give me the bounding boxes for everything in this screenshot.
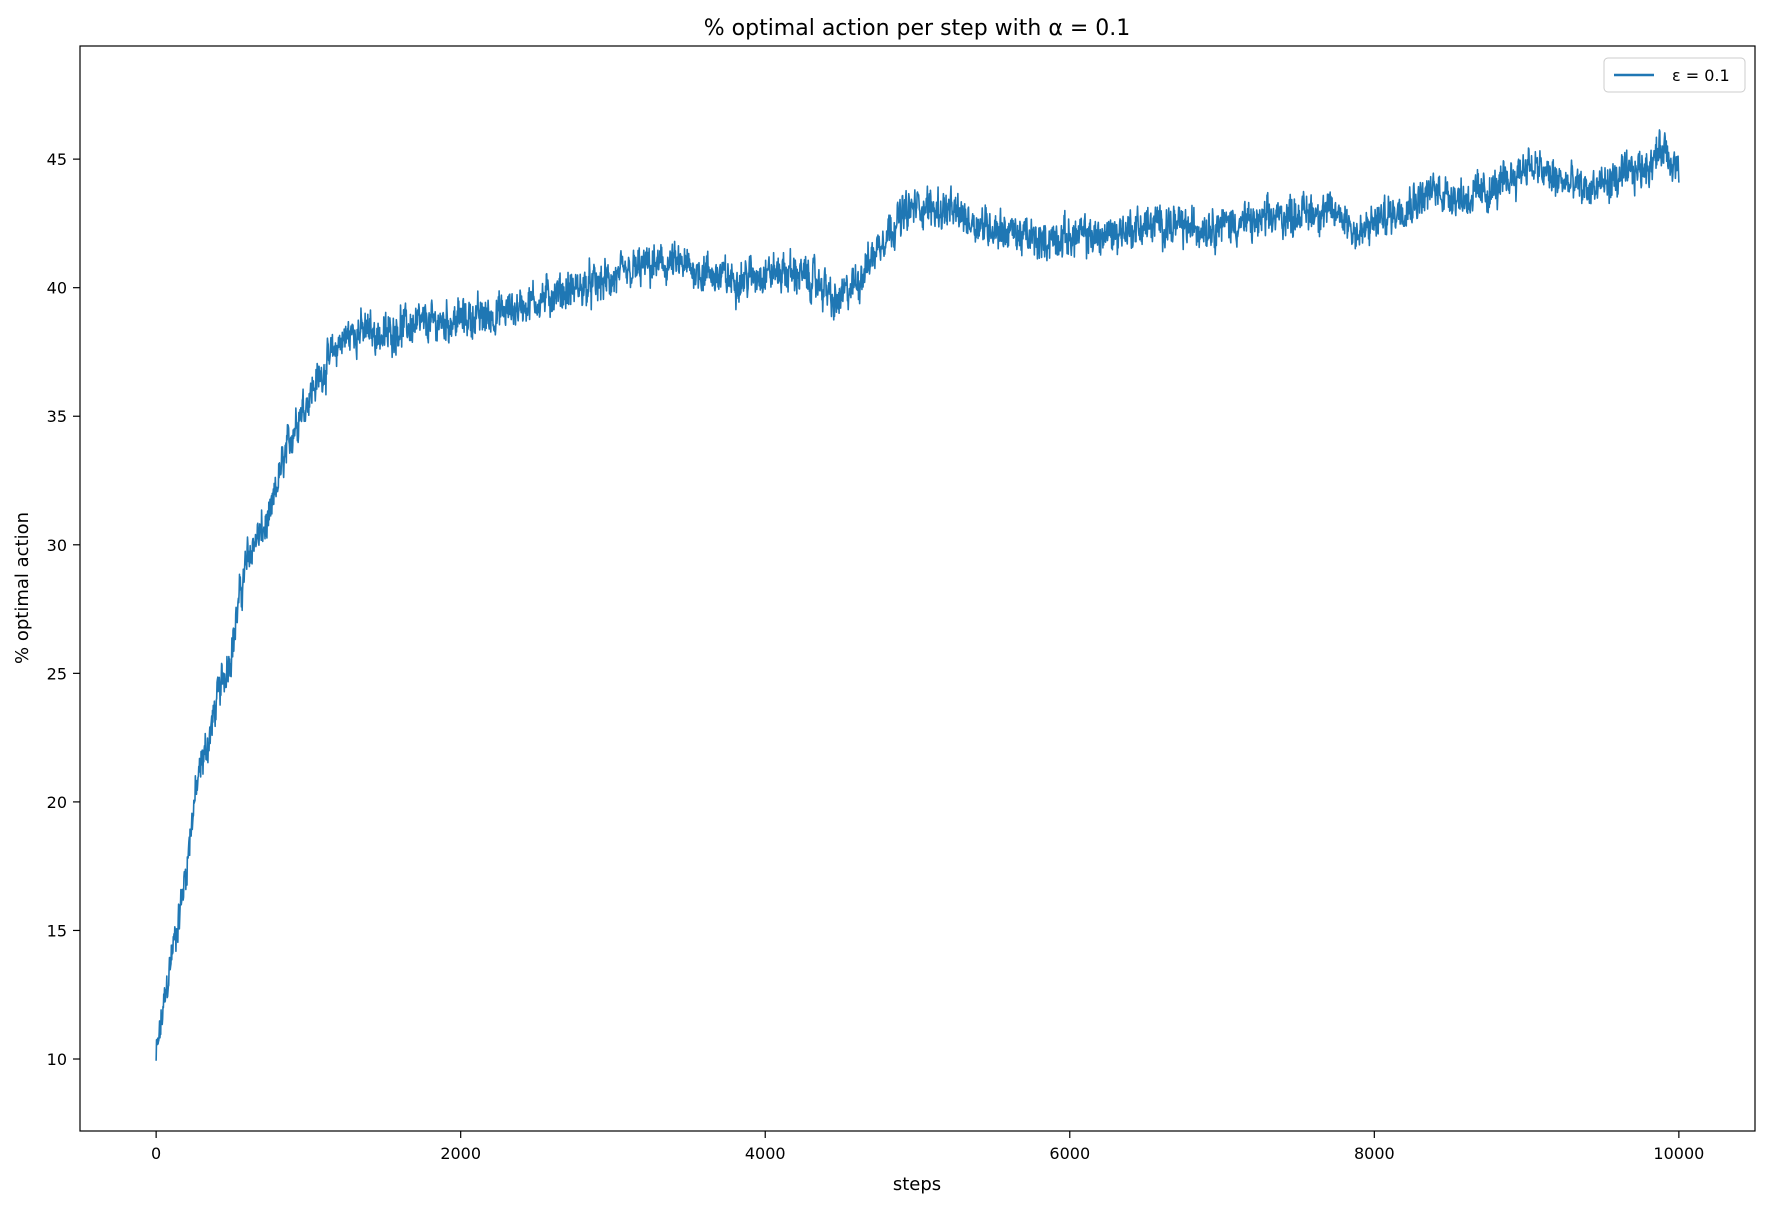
legend-box [1603, 57, 1746, 93]
y-tick-label: 10 [47, 1050, 67, 1069]
y-tick-label: 40 [47, 279, 67, 298]
x-axis-label: steps [893, 1174, 941, 1195]
x-tick-label: 8000 [1354, 1144, 1395, 1163]
series-line-epsilon-0-1 [155, 129, 1680, 1061]
legend-label: ε = 0.1 [1672, 66, 1730, 85]
y-tick-label: 35 [47, 407, 67, 426]
chart-title: % optimal action per step with α = 0.1 [704, 16, 1131, 41]
plot-layer [155, 129, 1680, 1061]
y-tick-label: 20 [47, 793, 67, 812]
y-axis-ticks: 10 15 20 25 30 35 40 45 [47, 150, 80, 1069]
y-tick-label: 25 [47, 664, 67, 683]
x-tick-label: 4000 [745, 1144, 786, 1163]
y-tick-label: 30 [47, 536, 67, 555]
y-axis-label: % optimal action [12, 512, 33, 664]
plot-frame [79, 45, 1756, 1132]
x-tick-label: 6000 [1049, 1144, 1090, 1163]
x-tick-label: 0 [151, 1144, 161, 1163]
legend: ε = 0.1 [1603, 57, 1746, 93]
y-tick-label: 45 [47, 150, 67, 169]
y-tick-label: 15 [47, 921, 67, 940]
x-tick-label: 10000 [1653, 1144, 1704, 1163]
x-tick-label: 2000 [440, 1144, 481, 1163]
x-axis-ticks: 0 2000 4000 6000 8000 10000 [151, 1131, 1704, 1163]
